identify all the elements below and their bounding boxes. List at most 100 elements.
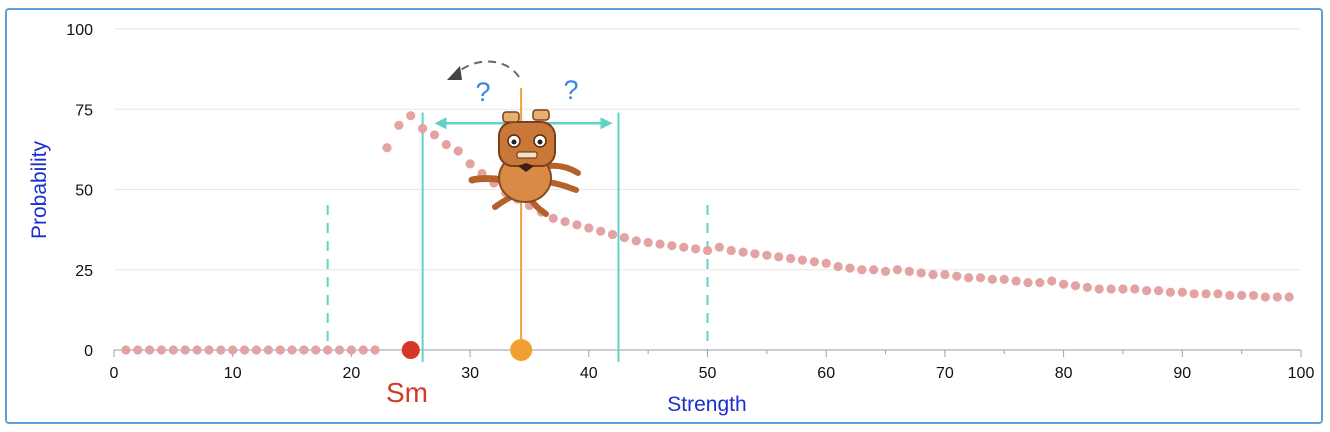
x-tick-label-60: 60 [817,365,835,382]
data-point [275,345,285,355]
x-tick-label-90: 90 [1173,365,1191,382]
y-tick-label-25: 25 [75,263,93,280]
data-point [204,345,214,355]
data-point [762,250,772,260]
sm-marker [401,341,420,359]
data-point [370,345,380,355]
data-point [145,345,155,355]
data-point [987,274,997,284]
x-tick-label-50: 50 [699,365,717,382]
data-point [845,263,855,273]
robot-bowtie [518,163,534,172]
data-point [394,120,404,130]
data-point [738,247,748,257]
interval-arrow-right-head [600,117,613,130]
current-strength-marker [510,339,533,361]
x-tick-label-70: 70 [936,365,954,382]
y-axis-label: Probability [28,140,51,239]
x-tick-label-20: 20 [343,365,361,382]
data-point [869,265,879,275]
data-point [1118,284,1128,294]
data-point [619,233,630,243]
data-point [667,241,677,251]
robot-goggle-left [502,111,520,123]
robot-arm-right [545,162,581,176]
robot-pupil-right [537,139,543,145]
data-point [774,252,784,262]
interval-arrow-left-head [434,117,447,130]
data-point [1106,284,1116,294]
data-point [1130,284,1140,294]
data-point [1225,290,1235,301]
question-mark-left: ? [475,77,490,107]
data-point [133,345,143,355]
data-point [1059,279,1069,289]
robot-goggle-right [532,109,550,121]
x-tick-label-40: 40 [580,365,598,382]
data-point [323,345,333,355]
data-point [1237,290,1247,301]
markers [401,339,533,361]
data-point [797,255,808,265]
data-point [643,237,653,248]
data-point [441,139,451,150]
data-point [1248,290,1259,301]
curved-arrow-head-icon [447,66,462,80]
data-point [334,345,345,355]
data-point [121,345,131,355]
curved-arrow [457,60,520,78]
data-point [1011,276,1021,286]
data-point [821,258,831,268]
guide-lines [326,60,709,362]
data-point [1260,292,1270,302]
data-point [785,253,796,264]
data-point [857,265,867,275]
x-axis-label: Strength [667,393,746,416]
data-point [1213,289,1223,299]
data-point [833,261,843,272]
x-tick-label-80: 80 [1055,365,1073,382]
data-point [1070,281,1081,291]
data-point [1023,277,1033,288]
data-point [1094,284,1104,294]
data-point [346,345,356,355]
data-point [299,345,309,355]
data-point [892,265,903,275]
x-tick-label-100: 100 [1288,365,1315,382]
data-point [382,143,392,153]
x-tick-label-30: 30 [461,365,479,382]
robot-character-icon[interactable] [468,109,581,217]
data-point [750,249,760,259]
y-tick-label-50: 50 [75,183,93,200]
data-point [691,244,701,254]
robot-mouth [516,151,538,159]
axis-labels: Probability Strength Sm ? ? [28,75,747,416]
data-point [239,345,250,355]
data-point [251,345,262,355]
y-tick-label-0: 0 [84,343,93,360]
data-point [156,345,167,355]
data-point [465,159,475,169]
data-point [1082,282,1092,293]
robot-head [498,121,556,167]
data-point [1153,286,1164,296]
robot-pupil-left [511,139,517,145]
grid-lines [114,28,1301,271]
data-point [928,269,938,280]
data-point [714,242,724,252]
data-point [1177,287,1187,297]
data-point [1201,289,1211,299]
data-point [429,130,440,140]
data-point [228,345,238,355]
data-point [287,345,297,355]
data-point [1284,292,1294,302]
y-tick-label-75: 75 [75,102,93,119]
data-point [1035,277,1045,288]
tick-labels: 0 25 50 75 100 0 10 20 30 40 50 60 70 80 90 100 [66,22,1314,382]
question-mark-right: ? [563,75,578,105]
data-point [453,146,463,156]
data-point [631,236,641,246]
x-tick-label-0: 0 [110,365,119,382]
data-point [916,268,926,278]
